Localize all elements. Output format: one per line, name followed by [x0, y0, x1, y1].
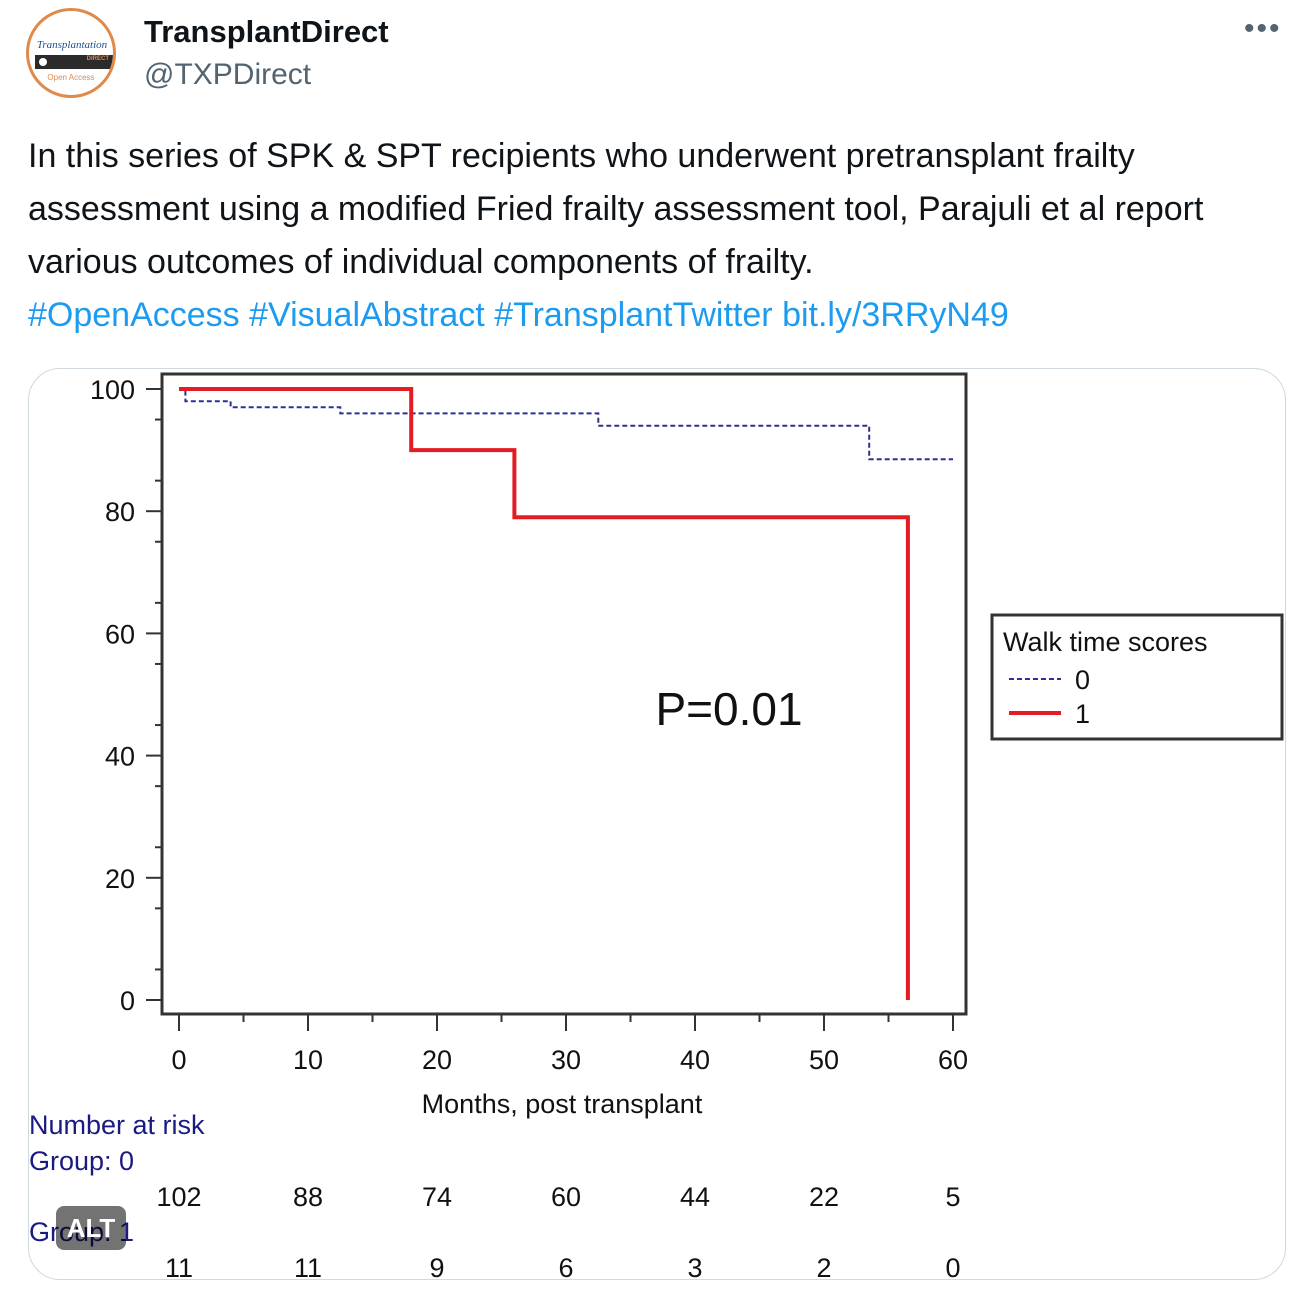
user-handle[interactable]: @TXPDirect	[144, 58, 312, 91]
legend-label-0: 0	[1075, 665, 1090, 695]
risk-value: 2	[816, 1253, 831, 1279]
y-tick-label: 20	[105, 864, 135, 894]
y-tick-label: 100	[90, 375, 135, 405]
media-image[interactable]: 0 20 40 60 80 100 0 10 20 30 40 50 60 Months, post tr…	[28, 368, 1286, 1280]
x-tick-label: 30	[551, 1045, 581, 1075]
tweet-link[interactable]: bit.ly/3RRyN49	[782, 296, 1009, 334]
y-tick-label: 80	[105, 497, 135, 527]
plot-frame	[160, 372, 968, 1016]
risk-value: 11	[294, 1253, 322, 1279]
more-options-icon[interactable]: •••	[1244, 12, 1282, 45]
avatar-dot-icon	[39, 58, 47, 66]
avatar-logo-bar: DIRECT	[35, 55, 113, 69]
legend-title: Walk time scores	[1003, 627, 1208, 657]
x-axis-label: Months, post transplant	[422, 1089, 703, 1119]
risk-value: 0	[945, 1253, 960, 1279]
risk-value: 44	[680, 1182, 710, 1212]
avatar-tagline: Open Access	[47, 73, 95, 82]
hashtag-visualabstract[interactable]: #VisualAbstract	[249, 296, 485, 334]
tweet-text: In this series of SPK & SPT recipients w…	[28, 130, 1293, 342]
x-tick-label: 50	[809, 1045, 839, 1075]
risk-value: 88	[293, 1182, 323, 1212]
risk-value: 5	[945, 1182, 960, 1212]
alt-badge[interactable]: ALT	[56, 1206, 126, 1250]
series-line-0	[179, 388, 953, 461]
risk-value: 74	[422, 1182, 452, 1212]
risk-value: 11	[165, 1253, 193, 1279]
legend-label-1: 1	[1075, 699, 1090, 729]
p-value-annotation: P=0.01	[655, 683, 802, 735]
risk-value: 102	[156, 1182, 201, 1212]
x-tick-label: 0	[171, 1045, 186, 1075]
risk-value: 9	[429, 1253, 444, 1279]
avatar-brand: Transplantation	[36, 39, 108, 51]
avatar[interactable]: Transplantation DIRECT Open Access	[26, 8, 116, 98]
y-tick-label: 60	[105, 619, 135, 649]
series-line-1	[179, 387, 910, 1000]
risk-value: 22	[809, 1182, 839, 1212]
risk-table-title: Number at risk	[29, 1110, 205, 1140]
risk-value: 3	[687, 1253, 702, 1279]
legend-box	[990, 613, 1284, 741]
risk-value: 60	[551, 1182, 581, 1212]
avatar-sub: DIRECT	[86, 56, 109, 62]
x-tick-label: 60	[938, 1045, 968, 1075]
hashtag-openaccess[interactable]: #OpenAccess	[28, 296, 240, 334]
x-tick-label: 40	[680, 1045, 710, 1075]
risk-group-label: Group: 0	[29, 1146, 134, 1176]
y-tick-label: 40	[105, 742, 135, 772]
x-tick-label: 10	[293, 1045, 323, 1075]
x-tick-label: 20	[422, 1045, 452, 1075]
display-name[interactable]: TransplantDirect	[144, 14, 389, 49]
y-tick-label: 0	[120, 986, 135, 1016]
tweet-body: In this series of SPK & SPT recipients w…	[28, 137, 1204, 281]
risk-value: 6	[558, 1253, 573, 1279]
hashtag-transplanttwitter[interactable]: #TransplantTwitter	[494, 296, 773, 334]
